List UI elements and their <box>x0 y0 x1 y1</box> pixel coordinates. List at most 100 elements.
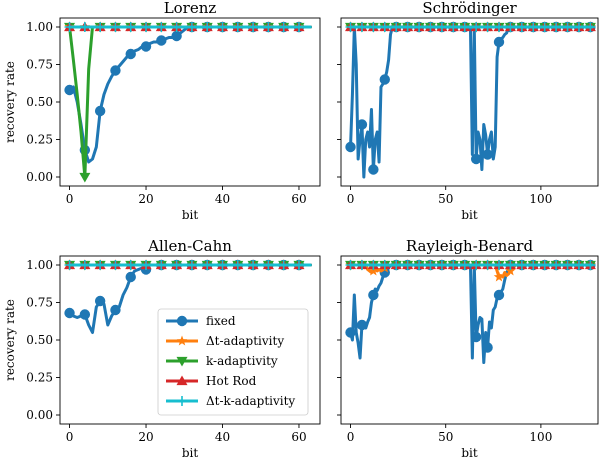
data-point-marker <box>202 22 213 32</box>
series-line <box>68 25 312 179</box>
data-point-marker <box>293 260 304 270</box>
legend-marker <box>177 396 187 406</box>
x-tick-label: 100 <box>529 430 552 444</box>
data-point-marker <box>186 22 197 32</box>
series-fixed <box>64 21 312 164</box>
x-tick-label: 60 <box>291 430 306 444</box>
panel-title: Rayleigh-Benard <box>406 237 534 255</box>
data-point-marker <box>110 304 121 316</box>
panel-title: Allen-Cahn <box>147 237 232 255</box>
data-point-marker <box>528 260 539 270</box>
data-point-marker <box>110 260 121 270</box>
y-tick-label: 0.75 <box>26 58 53 72</box>
data-point-marker <box>79 260 90 270</box>
x-axis-label: bit <box>461 208 478 222</box>
legend-label: Δt-k-adaptivity <box>206 394 295 408</box>
x-tick-label: 50 <box>438 430 453 444</box>
data-point-marker <box>482 260 493 270</box>
data-point-marker <box>379 22 390 32</box>
data-point-marker <box>64 84 75 96</box>
data-point-marker <box>125 22 136 32</box>
data-point-marker <box>585 260 596 270</box>
data-point-marker <box>402 22 413 32</box>
data-point-marker <box>368 164 379 175</box>
data-point-marker <box>368 289 379 301</box>
data-point-marker <box>79 22 90 32</box>
data-point-marker <box>470 331 482 343</box>
y-tick-label: 0.00 <box>26 170 53 184</box>
series-fixed <box>345 259 596 364</box>
data-point-marker <box>64 307 75 319</box>
data-point-marker <box>64 22 75 32</box>
data-point-marker <box>482 149 493 160</box>
legend-marker <box>176 315 188 327</box>
data-point-marker <box>482 22 493 32</box>
x-tick-label: 0 <box>347 430 355 444</box>
legend-marker <box>176 356 188 367</box>
panel-1: Lorenz 0.00 0.25 0.50 0.75 1.00 0 20 40 60 bit reco… <box>3 0 321 222</box>
legend-entry: k-adaptivity <box>166 354 278 368</box>
data-point-marker <box>94 105 106 117</box>
panel-2: Schrödinger 0 50 100 bit <box>337 0 599 222</box>
data-point-marker <box>470 153 482 165</box>
data-point-marker <box>516 22 527 32</box>
data-point-marker <box>125 271 136 283</box>
x-tick-label: 100 <box>529 192 552 206</box>
data-point-marker <box>368 22 379 32</box>
panel-3: Allen-Cahn 0.00 0.25 0.50 0.75 1.00 0 20 40 60 bit… <box>3 237 321 460</box>
data-point-marker <box>79 309 91 320</box>
data-point-marker <box>368 260 379 270</box>
data-point-marker <box>356 119 368 130</box>
legend-label: fixed <box>206 314 236 328</box>
data-point-marker <box>293 22 304 32</box>
y-tick-label: 0.50 <box>26 95 53 109</box>
data-point-marker <box>110 65 121 76</box>
data-point-marker <box>217 22 228 32</box>
data-point-marker <box>248 260 259 270</box>
data-point-marker <box>356 260 367 270</box>
series-fixed <box>345 21 596 179</box>
x-tick-label: 20 <box>138 430 153 444</box>
data-point-marker <box>94 295 106 307</box>
data-point-marker <box>448 260 459 270</box>
legend-label: k-adaptivity <box>206 354 278 368</box>
data-point-marker <box>156 35 167 46</box>
data-point-marker <box>539 22 550 32</box>
panel-title: Schrödinger <box>422 0 517 17</box>
data-point-marker <box>278 22 289 32</box>
data-point-marker <box>528 22 539 32</box>
series--t-k-adaptivity <box>64 22 312 32</box>
data-point-marker <box>171 22 182 32</box>
plot-area <box>64 259 312 334</box>
data-point-marker <box>539 260 550 270</box>
legend-entry: Δt-adaptivity <box>166 334 284 348</box>
data-point-marker <box>505 22 516 32</box>
data-point-marker <box>516 260 527 270</box>
data-point-marker <box>125 260 136 270</box>
axes-frame <box>59 17 321 187</box>
x-tick-label: 40 <box>215 192 230 206</box>
data-point-marker <box>278 260 289 270</box>
data-point-marker <box>95 22 106 32</box>
panel-title: Lorenz <box>164 0 217 17</box>
legend-label: Hot Rod <box>206 374 257 388</box>
data-point-marker <box>64 260 75 270</box>
legend: fixed Δt-adaptivity k-adaptivity Hot Rod Δt-… <box>157 308 309 416</box>
data-point-marker <box>551 260 562 270</box>
data-point-marker <box>140 41 152 52</box>
data-point-marker <box>414 22 425 32</box>
legend-marker <box>176 335 188 346</box>
y-tick-label: 1.00 <box>26 20 53 34</box>
x-tick-label: 0 <box>66 430 74 444</box>
y-tick-label: 0.25 <box>26 133 53 147</box>
data-point-marker <box>414 260 425 270</box>
x-tick-label: 0 <box>347 192 355 206</box>
data-point-marker <box>573 22 584 32</box>
data-point-marker <box>79 172 91 183</box>
data-point-marker <box>562 22 573 32</box>
y-axis-label: recovery rate <box>3 299 17 381</box>
x-tick-label: 40 <box>215 430 230 444</box>
panel-4: Rayleigh-Benard 0 50 100 bit <box>337 237 599 460</box>
data-point-marker <box>186 260 197 270</box>
